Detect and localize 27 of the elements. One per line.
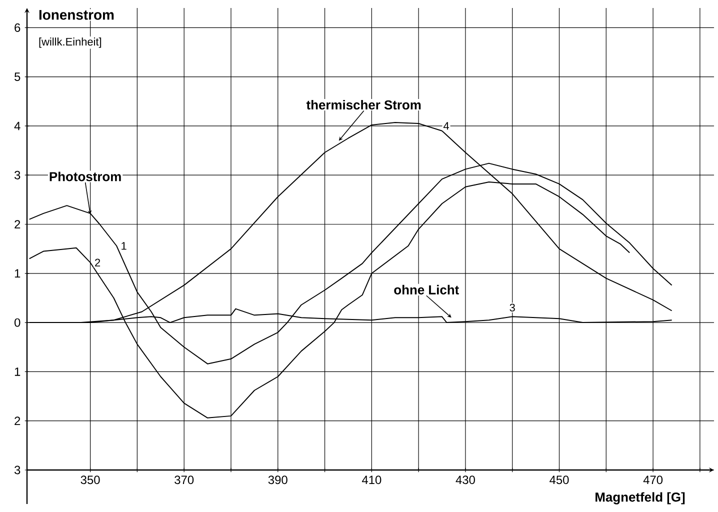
y-tick-label: 2 (14, 220, 20, 228)
annotation: ohne Licht (394, 284, 459, 294)
series-label: 2 (95, 258, 100, 266)
x-tick-label: 390 (268, 476, 288, 484)
x-tick-label: 370 (174, 476, 194, 484)
y-tick-label: 3 (14, 170, 20, 180)
y-tick-label: 3 (14, 466, 20, 474)
y-tick-label: 1 (14, 269, 20, 278)
y-tick-label: 2 (14, 416, 20, 426)
series-label: 4 (443, 122, 449, 130)
y-tick-label: 5 (14, 72, 20, 81)
annotation: [willk.Einheit] (39, 38, 102, 48)
annotation: thermischer Strom (306, 100, 421, 110)
y-tick-label: 4 (14, 122, 20, 130)
series-label: 1 (122, 242, 126, 250)
x-tick-label: 410 (362, 476, 382, 484)
y-axis-title: Ionenstrom (39, 10, 114, 20)
x-tick-label: 450 (550, 476, 569, 484)
series-label: 3 (510, 304, 515, 312)
y-tick-label: 0 (14, 318, 20, 327)
x-tick-label: 470 (643, 476, 663, 484)
x-tick-label: 430 (456, 476, 475, 484)
annotation: Photostrom (50, 172, 121, 182)
y-tick-label: 6 (14, 23, 20, 32)
y-tick-label: 1 (14, 368, 20, 376)
x-tick-label: 350 (80, 476, 100, 484)
x-axis-title: Magnetfeld [G] (596, 492, 685, 504)
